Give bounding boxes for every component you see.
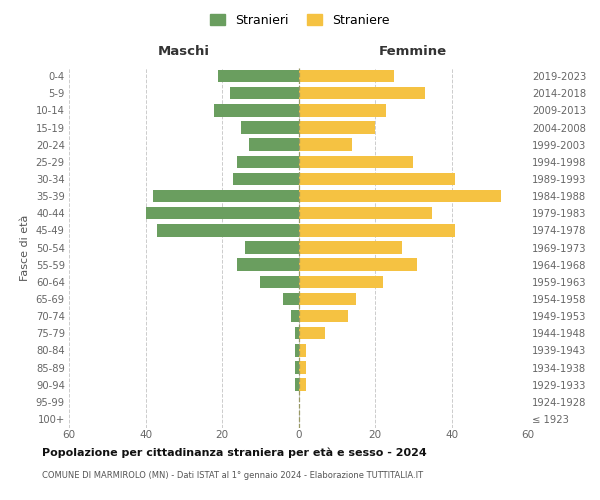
Bar <box>299 70 394 82</box>
Bar <box>299 276 383 288</box>
Bar <box>295 362 299 374</box>
Text: COMUNE DI MARMIROLO (MN) - Dati ISTAT al 1° gennaio 2024 - Elaborazione TUTTITAL: COMUNE DI MARMIROLO (MN) - Dati ISTAT al… <box>42 471 423 480</box>
Bar <box>238 156 299 168</box>
Bar <box>299 344 306 356</box>
Bar <box>299 104 386 117</box>
Bar <box>299 173 455 185</box>
Bar <box>295 378 299 391</box>
Bar <box>230 87 299 100</box>
Text: Maschi: Maschi <box>158 45 210 58</box>
Bar <box>291 310 299 322</box>
Bar <box>214 104 299 117</box>
Y-axis label: Fasce di età: Fasce di età <box>20 214 30 280</box>
Bar <box>218 70 299 82</box>
Bar <box>146 207 299 220</box>
Bar <box>299 293 356 305</box>
Bar <box>249 138 299 151</box>
Bar <box>157 224 299 236</box>
Bar <box>295 327 299 340</box>
Bar <box>299 156 413 168</box>
Bar <box>299 258 417 271</box>
Bar <box>299 122 375 134</box>
Bar <box>233 173 299 185</box>
Bar <box>299 310 348 322</box>
Bar <box>241 122 299 134</box>
Bar <box>299 190 501 202</box>
Bar <box>245 242 299 254</box>
Bar <box>260 276 299 288</box>
Bar <box>295 344 299 356</box>
Bar <box>299 224 455 236</box>
Bar <box>153 190 299 202</box>
Legend: Stranieri, Straniere: Stranieri, Straniere <box>205 8 395 32</box>
Text: Popolazione per cittadinanza straniera per età e sesso - 2024: Popolazione per cittadinanza straniera p… <box>42 448 427 458</box>
Bar <box>299 362 306 374</box>
Bar <box>299 207 433 220</box>
Bar <box>299 327 325 340</box>
Bar <box>299 138 352 151</box>
Bar <box>238 258 299 271</box>
Text: Femmine: Femmine <box>379 45 448 58</box>
Bar <box>283 293 299 305</box>
Bar <box>299 87 425 100</box>
Bar <box>299 242 402 254</box>
Bar <box>299 378 306 391</box>
